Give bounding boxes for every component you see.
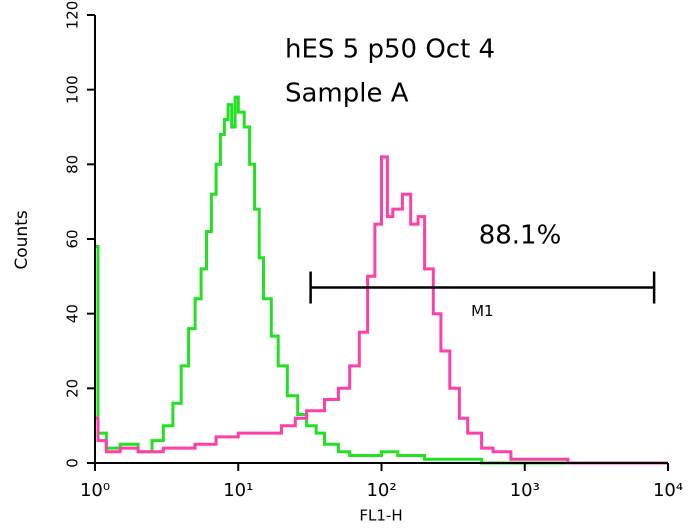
- x-tick-label: 10²: [366, 480, 396, 501]
- y-tick-label: 120: [64, 1, 82, 30]
- y-tick-label: 60: [64, 229, 82, 248]
- marker-percent: 88.1%: [479, 221, 562, 251]
- chart-title: hES 5 p50 Oct 4: [285, 35, 495, 65]
- y-tick-label: 40: [64, 304, 82, 323]
- x-tick-label: 10⁰: [80, 480, 110, 501]
- chart-subtitle: Sample A: [285, 79, 409, 109]
- y-axis-label: Counts: [12, 210, 32, 269]
- x-tick-label: 10¹: [223, 480, 253, 501]
- marker-label: M1: [471, 302, 494, 320]
- x-tick-label: 10⁴: [653, 480, 683, 501]
- y-tick-label: 20: [64, 379, 82, 398]
- histogram-line: [95, 95, 668, 465]
- y-tick-label: 100: [64, 75, 82, 104]
- x-tick-label: 10³: [510, 480, 540, 501]
- x-axis-label: FL1-H: [359, 507, 402, 525]
- y-tick-label: 80: [64, 155, 82, 174]
- histogram-line: [95, 155, 668, 465]
- y-tick-label: 0: [64, 458, 82, 468]
